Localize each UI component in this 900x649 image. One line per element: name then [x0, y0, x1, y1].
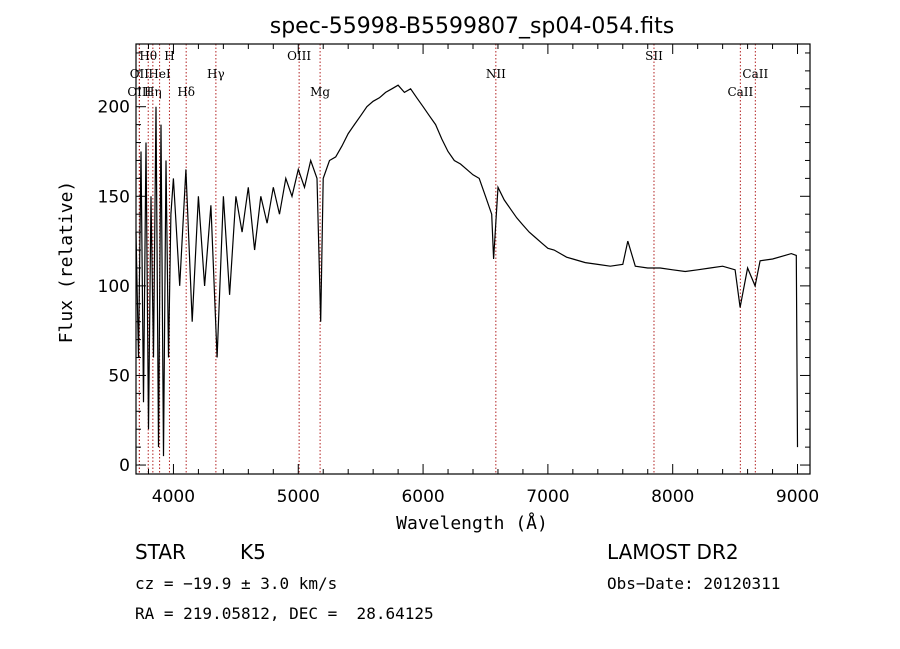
- spectrum-line: [135, 84, 799, 457]
- line-marker-label: SII: [645, 49, 663, 63]
- y-tick-label: 100: [98, 277, 130, 297]
- line-marker-label: Hθ: [139, 49, 157, 63]
- line-marker-label: Hη: [144, 85, 162, 99]
- x-tick-label: 6000: [401, 487, 444, 507]
- redshift-velocity: cz = −19.9 ± 3.0 km/s: [135, 574, 338, 593]
- observation-date: Obs−Date: 20120311: [607, 574, 781, 593]
- x-axis-title: Wavelength (Å): [396, 512, 548, 534]
- x-axis-ticks: 4000 5000 6000 7000 8000 9000: [147, 44, 819, 507]
- line-marker-label: Hγ: [207, 67, 225, 81]
- coordinates: RA = 219.05812, DEC = 28.64125: [135, 604, 434, 623]
- x-tick-label: 7000: [526, 487, 569, 507]
- y-axis-ticks: 0 50 100 150 200: [98, 52, 810, 476]
- plot-frame: [135, 43, 811, 475]
- survey-name: LAMOST DR2: [607, 540, 739, 564]
- line-marker-label: HeI: [148, 67, 171, 81]
- y-tick-label: 150: [98, 187, 130, 207]
- line-marker-label: Hδ: [177, 85, 195, 99]
- x-tick-label: 9000: [776, 487, 819, 507]
- line-marker-label: CaII: [727, 85, 753, 99]
- line-marker-label: OII: [130, 67, 150, 81]
- line-marker-label: Mg: [310, 85, 330, 99]
- object-class: STAR: [135, 540, 186, 564]
- chart-title: spec-55998-B5599807_sp04-054.fits: [270, 14, 675, 39]
- subclass: K5: [240, 540, 266, 564]
- y-tick-label: 50: [108, 366, 130, 386]
- y-tick-label: 0: [119, 456, 130, 476]
- x-tick-label: 8000: [651, 487, 694, 507]
- line-marker-label: OIII: [127, 85, 151, 99]
- y-tick-label: 200: [98, 98, 130, 118]
- x-tick-label: 4000: [152, 487, 195, 507]
- x-tick-label: 5000: [277, 487, 320, 507]
- line-marker-label: NII: [486, 67, 506, 81]
- line-marker-label: OIII: [287, 49, 311, 63]
- y-axis-title: Flux (relative): [56, 181, 77, 344]
- line-marker-label: CaII: [742, 67, 768, 81]
- line-marker-label: H: [164, 49, 174, 63]
